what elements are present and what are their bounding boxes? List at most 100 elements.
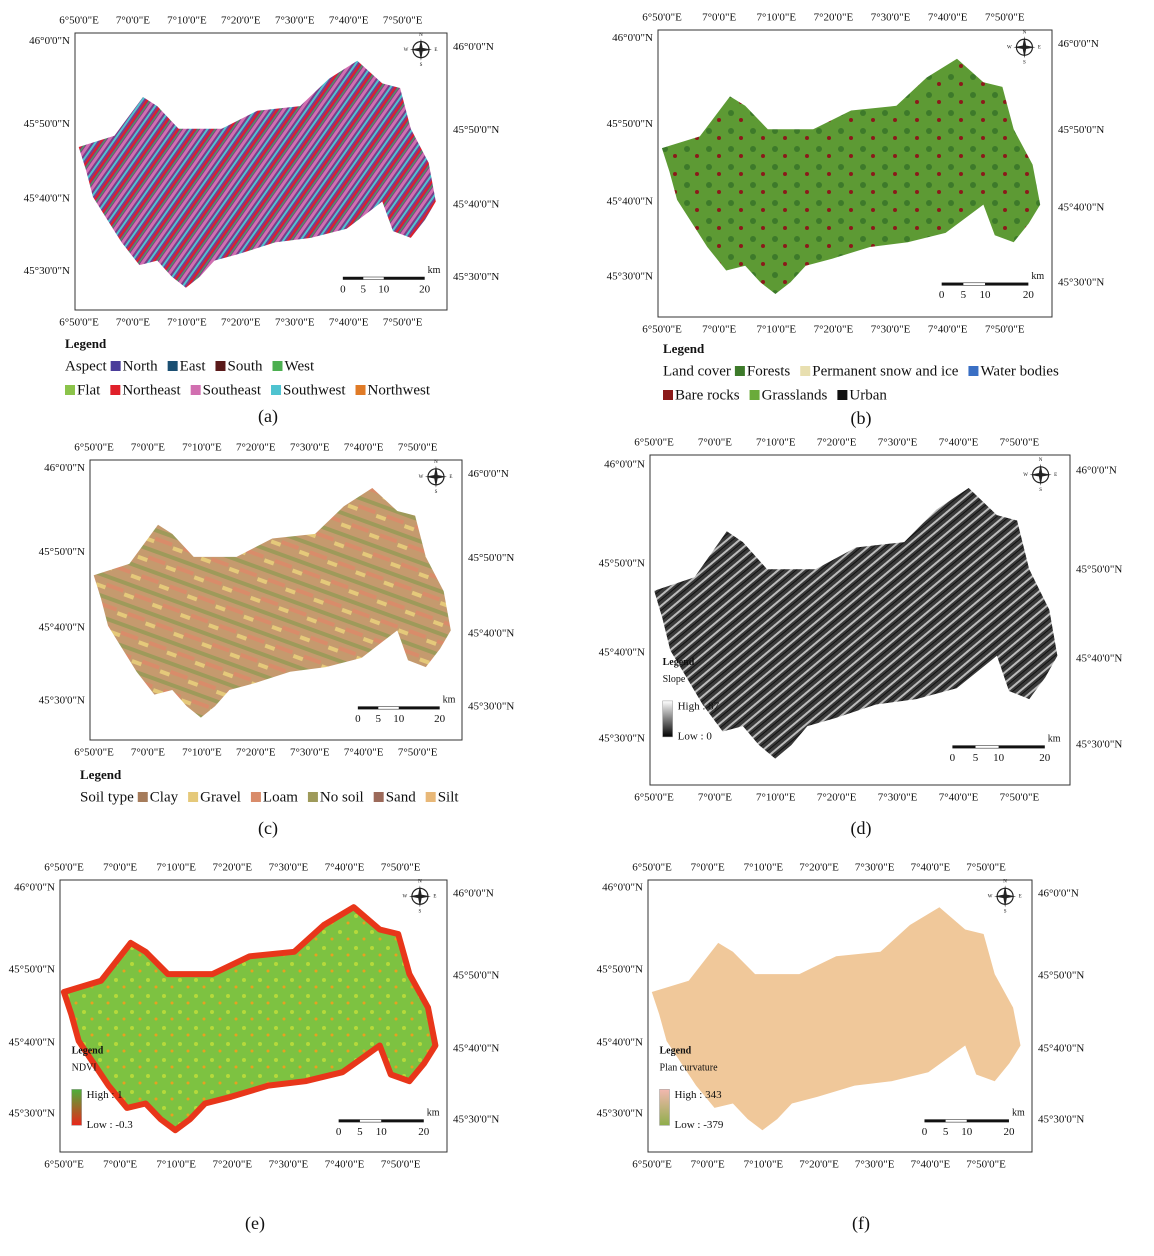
legend-item: Bare rocks: [675, 387, 740, 403]
lon-label: 7°0'0"E: [698, 792, 732, 804]
scale-label: 0: [340, 283, 346, 295]
lat-label: 45°30'0"N: [24, 265, 70, 277]
lat-label: 45°50'0"N: [599, 557, 645, 569]
scale-label: 10: [393, 713, 405, 725]
lon-label: 6°50'0"E: [634, 792, 674, 804]
lon-label: 7°20'0"E: [799, 1159, 839, 1171]
lat-label: 45°30'0"N: [39, 694, 85, 706]
lat-label: 45°30'0"N: [1058, 276, 1104, 288]
lat-label: 45°40'0"N: [597, 1037, 643, 1049]
legend-swatch: [968, 366, 978, 376]
lon-label: 7°0'0"E: [116, 317, 150, 329]
scale-unit: km: [427, 1108, 440, 1119]
lat-label: 45°40'0"N: [453, 1043, 499, 1055]
lon-label: 7°20'0"E: [799, 862, 839, 874]
compass-letter: W: [1007, 45, 1012, 50]
compass-letter: N: [418, 879, 422, 884]
legend-swatch: [356, 385, 366, 395]
lat-label: 45°40'0"N: [453, 199, 499, 211]
scale-bar: [343, 277, 425, 280]
legend-ramp: [663, 701, 673, 737]
lon-label: 7°20'0"E: [221, 15, 261, 27]
lat-label: 45°30'0"N: [597, 1107, 643, 1119]
legend-swatch: [308, 792, 318, 802]
lat-label: 46°0'0"N: [612, 32, 653, 44]
lon-label: 7°30'0"E: [269, 1159, 309, 1171]
legend-item: East: [180, 358, 207, 374]
legend-name: Aspect: [65, 358, 107, 374]
scale-bar: [963, 283, 985, 285]
lon-label: 7°50'0"E: [985, 12, 1025, 24]
lon-label: 7°0'0"E: [702, 324, 736, 336]
lon-label: 7°50'0"E: [966, 1159, 1006, 1171]
lon-label: 7°40'0"E: [329, 317, 369, 329]
compass-letter: S: [419, 909, 422, 914]
lon-label: 7°40'0"E: [939, 437, 979, 449]
scale-bar: [358, 706, 440, 709]
lon-label: 7°10'0"E: [167, 317, 207, 329]
legend-item: Northwest: [368, 382, 431, 398]
scale-unit: km: [443, 695, 456, 706]
legend-low: Low : -0.3: [87, 1119, 134, 1131]
compass-letter: N: [434, 460, 438, 465]
lat-label: 45°30'0"N: [607, 270, 653, 282]
scale-unit: km: [1048, 734, 1061, 745]
lon-label: 7°30'0"E: [855, 862, 895, 874]
legend-item: Southeast: [203, 382, 262, 398]
lon-label: 7°20'0"E: [814, 324, 854, 336]
lon-label: 7°40'0"E: [911, 862, 951, 874]
lat-label: 45°40'0"N: [599, 647, 645, 659]
legend-name: Land cover: [663, 363, 731, 379]
lat-label: 45°50'0"N: [468, 552, 514, 564]
lon-label: 7°0'0"E: [116, 15, 150, 27]
lon-label: 7°50'0"E: [383, 317, 423, 329]
compass-letter: N: [1023, 30, 1027, 35]
lat-label: 45°40'0"N: [468, 628, 514, 640]
lat-label: 45°40'0"N: [1038, 1043, 1084, 1055]
legend-item: South: [227, 358, 263, 374]
lat-label: 45°50'0"N: [24, 118, 70, 130]
lon-label: 6°50'0"E: [44, 862, 84, 874]
compass-letter: W: [403, 894, 408, 899]
lat-label: 45°40'0"N: [9, 1037, 55, 1049]
legend-swatch: [800, 366, 810, 376]
panel-label: (b): [851, 408, 872, 429]
lon-label: 7°50'0"E: [398, 747, 438, 759]
lat-label: 45°40'0"N: [1076, 653, 1122, 665]
lon-label: 7°20'0"E: [213, 862, 253, 874]
lon-label: 7°0'0"E: [691, 1159, 725, 1171]
legend-item: Flat: [77, 382, 101, 398]
legend-title: Legend: [663, 341, 705, 356]
scale-unit: km: [1012, 1108, 1025, 1119]
lon-label: 7°20'0"E: [236, 442, 276, 454]
legend-item: No soil: [320, 789, 364, 805]
lat-label: 46°0'0"N: [29, 35, 70, 47]
scale-label: 20: [1003, 1126, 1015, 1138]
legend-high: High : 87: [678, 700, 720, 712]
lon-label: 7°20'0"E: [817, 437, 857, 449]
scale-label: 0: [355, 713, 361, 725]
lat-label: 46°0'0"N: [44, 462, 85, 474]
lat-label: 45°40'0"N: [39, 622, 85, 634]
legend-ramp: [660, 1089, 670, 1125]
scale-label: 5: [973, 752, 979, 764]
lat-label: 46°0'0"N: [1038, 888, 1079, 900]
scale-label: 20: [434, 713, 446, 725]
compass-letter: W: [988, 894, 993, 899]
lat-label: 45°50'0"N: [1076, 563, 1122, 575]
compass-letter: S: [1004, 909, 1007, 914]
legend-swatch: [215, 361, 225, 371]
lat-label: 46°0'0"N: [604, 458, 645, 470]
lon-label: 7°30'0"E: [878, 792, 918, 804]
lon-label: 6°50'0"E: [642, 324, 682, 336]
lon-label: 7°50'0"E: [1000, 792, 1040, 804]
lon-label: 7°0'0"E: [691, 862, 725, 874]
scale-bar: [378, 707, 398, 709]
legend-item: Southwest: [283, 382, 346, 398]
legend-item: Urban: [849, 387, 887, 403]
legend-title: Legend: [660, 1046, 692, 1057]
scale-label: 20: [419, 283, 431, 295]
lat-label: 45°50'0"N: [39, 546, 85, 558]
lon-label: 7°50'0"E: [381, 1159, 421, 1171]
lon-label: 7°10'0"E: [156, 862, 196, 874]
